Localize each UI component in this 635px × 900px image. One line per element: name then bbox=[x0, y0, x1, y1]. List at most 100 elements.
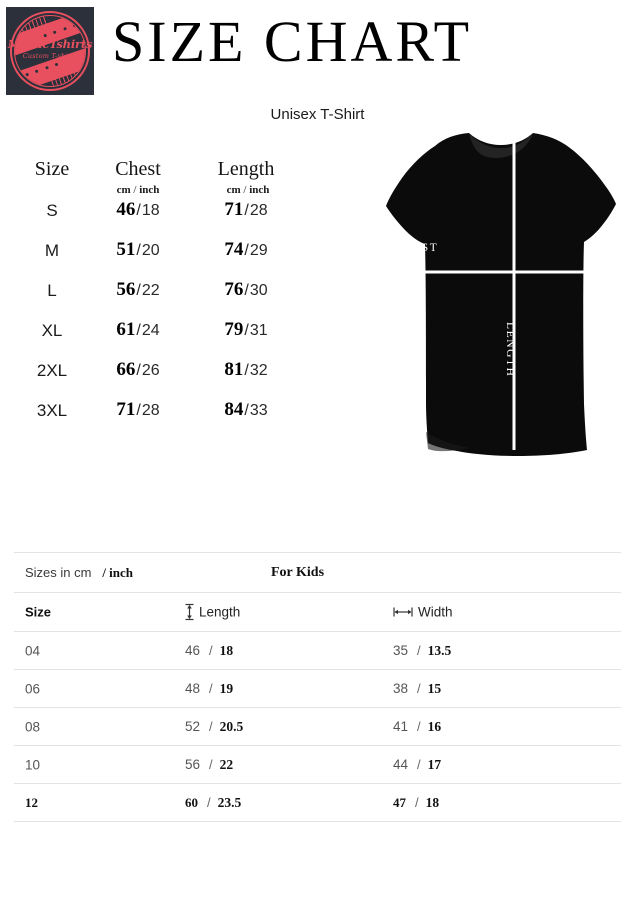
kids-length-cm: 60 bbox=[185, 794, 198, 810]
tshirt-svg bbox=[368, 133, 616, 456]
adult-size-label: 3XL bbox=[36, 401, 68, 420]
kids-width-value: 47 / 18 bbox=[393, 794, 439, 812]
table-row: 04 46 / 18 35 / 13.5 bbox=[14, 631, 621, 669]
adult-length-value: 81/32 bbox=[196, 359, 296, 381]
adult-chest-value: 56/22 bbox=[88, 279, 188, 301]
adult-unit-length: cm / inch bbox=[198, 184, 298, 196]
unit-inch-chest: inch bbox=[139, 184, 160, 196]
slash: / bbox=[244, 282, 249, 299]
table-row: L 56/22 76/30 bbox=[14, 279, 304, 319]
chest-cm: 51 bbox=[116, 239, 136, 260]
logo-tagline: Custom T-shirts bbox=[22, 52, 78, 60]
kids-length-cm: 48 bbox=[185, 680, 201, 696]
kids-length-value: 46 / 18 bbox=[185, 642, 233, 660]
slash: / bbox=[417, 718, 421, 734]
length-cm: 81 bbox=[224, 359, 244, 380]
kids-width-cm: 41 bbox=[393, 718, 409, 734]
slash: / bbox=[207, 794, 211, 810]
kids-size-value: 08 bbox=[25, 719, 41, 734]
slash: / bbox=[417, 642, 421, 658]
slash: / bbox=[417, 680, 421, 696]
table-row: M 51/20 74/29 bbox=[14, 239, 304, 279]
kids-length-cm: 52 bbox=[185, 718, 201, 734]
length-cm: 84 bbox=[224, 399, 244, 420]
chest-cm: 61 bbox=[116, 319, 136, 340]
table-row: 12 60 / 23.5 47 / 18 bbox=[14, 783, 621, 822]
slash: / bbox=[244, 202, 249, 219]
unit-cm-length: cm bbox=[226, 184, 241, 196]
adult-unit-row: cm / inch cm / inch bbox=[14, 184, 304, 199]
slash: / bbox=[209, 642, 213, 658]
chest-cm: 71 bbox=[116, 399, 136, 420]
adult-table-header: Size Chest Length bbox=[14, 158, 304, 184]
kids-width-value: 35 / 13.5 bbox=[393, 642, 451, 660]
kids-length-inch: 23.5 bbox=[217, 794, 242, 810]
chest-inch: 26 bbox=[141, 362, 160, 379]
vertical-arrow-icon bbox=[185, 603, 194, 621]
kids-size-value: 04 bbox=[25, 643, 41, 658]
kids-length-value: 48 / 19 bbox=[185, 680, 233, 698]
kids-units-cm: Sizes in cm bbox=[25, 564, 92, 580]
adult-length-value: 74/29 bbox=[196, 239, 296, 261]
length-cm: 79 bbox=[224, 319, 244, 340]
kids-width-value: 41 / 16 bbox=[393, 718, 441, 736]
table-row: XL 61/24 79/31 bbox=[14, 319, 304, 359]
chest-cm: 56 bbox=[116, 279, 136, 300]
horizontal-arrow-icon bbox=[393, 607, 413, 617]
kids-width-inch: 13.5 bbox=[427, 642, 452, 658]
kids-section-label: For Kids bbox=[271, 564, 325, 580]
adult-unit-chest: cm / inch bbox=[88, 184, 188, 196]
table-row: 10 56 / 22 44 / 17 bbox=[14, 745, 621, 783]
kids-header-length-text: Length bbox=[199, 604, 241, 620]
slash: / bbox=[244, 402, 249, 419]
adult-length-value: 71/28 bbox=[196, 199, 296, 221]
kids-length-inch: 18 bbox=[219, 642, 234, 658]
kids-width-inch: 18 bbox=[425, 794, 440, 810]
kids-size-value: 06 bbox=[25, 681, 41, 696]
slash: / bbox=[136, 402, 141, 419]
kids-table-header-row: Size Length Width bbox=[14, 592, 621, 631]
kids-length-value: 60 / 23.5 bbox=[185, 794, 241, 812]
adult-length-value: 79/31 bbox=[196, 319, 296, 341]
kids-length-value: 56 / 22 bbox=[185, 756, 233, 774]
shirt-collar bbox=[469, 133, 533, 158]
adult-size-label: XL bbox=[41, 321, 63, 340]
kids-units-inch: / inch bbox=[102, 564, 134, 580]
kids-size-table: Sizes in cm / inch For Kids Size Length bbox=[14, 552, 621, 822]
kids-units-note: Sizes in cm / inch bbox=[25, 565, 133, 581]
length-cm: 76 bbox=[224, 279, 244, 300]
kids-size-value: 10 bbox=[25, 757, 41, 772]
shirt-body bbox=[386, 133, 616, 456]
slash: / bbox=[209, 718, 213, 734]
adult-header-chest: Chest bbox=[115, 158, 161, 180]
unit-slash-length: / bbox=[243, 184, 247, 196]
kids-header-length: Length bbox=[185, 603, 241, 621]
adult-chest-value: 71/28 bbox=[88, 399, 188, 421]
slash: / bbox=[209, 756, 213, 772]
kids-length-cm: 46 bbox=[185, 642, 201, 658]
kids-width-cm: 38 bbox=[393, 680, 409, 696]
kids-width-cm: 47 bbox=[393, 794, 406, 810]
kids-width-value: 38 / 15 bbox=[393, 680, 441, 698]
length-inch: 30 bbox=[249, 282, 268, 299]
kids-width-cm: 35 bbox=[393, 642, 409, 658]
adult-chest-value: 46/18 bbox=[88, 199, 188, 221]
kids-length-cm: 56 bbox=[185, 756, 201, 772]
kids-width-inch: 16 bbox=[427, 718, 442, 734]
kids-width-value: 44 / 17 bbox=[393, 756, 441, 774]
slash: / bbox=[244, 362, 249, 379]
slash: / bbox=[244, 242, 249, 259]
length-inch: 31 bbox=[249, 322, 268, 339]
kids-length-value: 52 / 20.5 bbox=[185, 718, 243, 736]
adult-size-table: Size Chest Length cm / inch cm / inch S … bbox=[14, 158, 304, 439]
slash: / bbox=[136, 282, 141, 299]
length-inch: 32 bbox=[249, 362, 268, 379]
kids-length-inch: 19 bbox=[219, 680, 234, 696]
length-cm: 74 bbox=[224, 239, 244, 260]
table-row: 06 48 / 19 38 / 15 bbox=[14, 669, 621, 707]
chest-inch: 22 bbox=[141, 282, 160, 299]
logo-inner-ring bbox=[14, 15, 86, 87]
unit-inch-length: inch bbox=[249, 184, 270, 196]
table-row: S 46/18 71/28 bbox=[14, 199, 304, 239]
slash: / bbox=[415, 794, 419, 810]
